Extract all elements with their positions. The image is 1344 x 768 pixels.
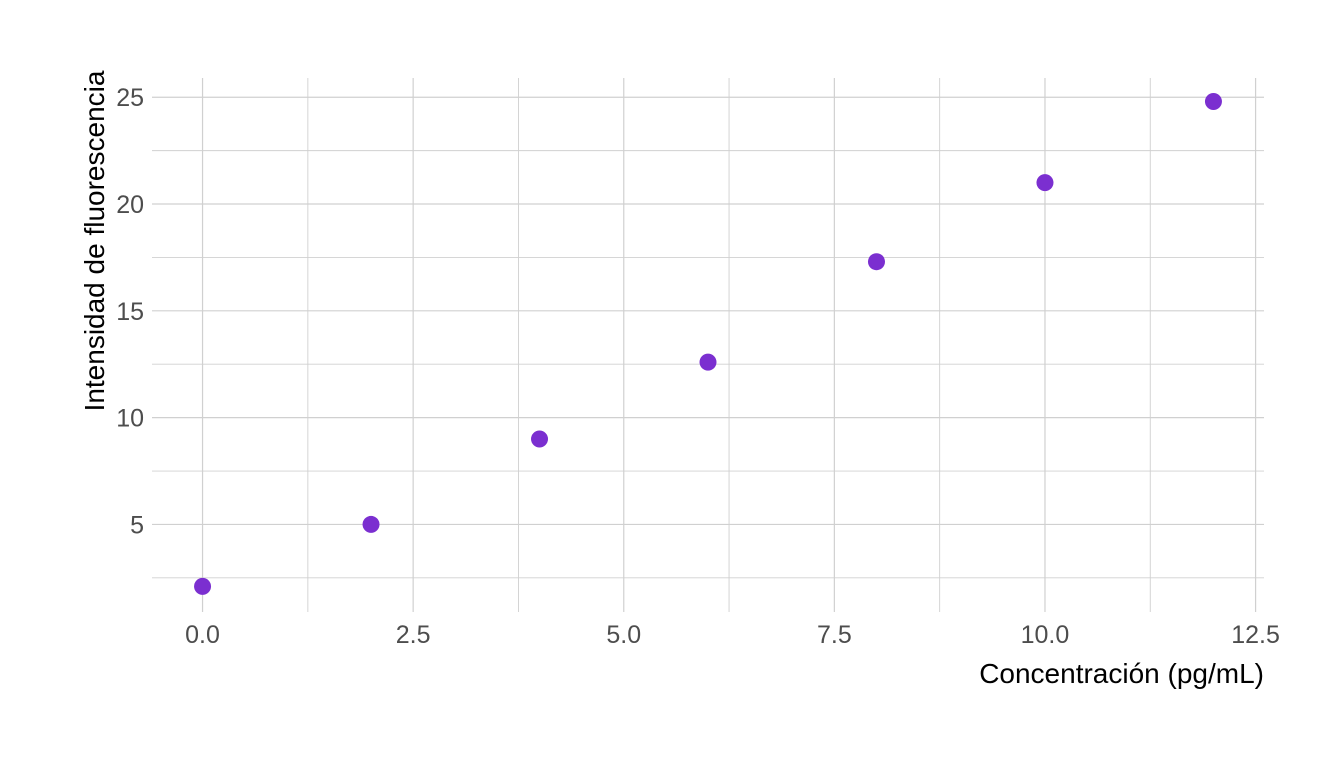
x-tick-label: 5.0	[606, 621, 641, 649]
x-tick-label: 7.5	[817, 621, 852, 649]
data-point	[531, 430, 549, 448]
y-axis-ticks: 5 10 15 20 25	[116, 84, 144, 539]
x-tick-label: 10.0	[1021, 621, 1070, 649]
y-axis-title: Intensidad de fluorescencia	[79, 70, 110, 411]
data-point	[867, 253, 885, 271]
data-point	[362, 515, 380, 533]
x-axis-ticks: 0.0 2.5 5.0 7.5 10.0 12.5	[185, 621, 1280, 649]
grid-lines	[152, 78, 1264, 612]
y-tick-label: 10	[116, 405, 144, 433]
data-point	[194, 577, 212, 595]
data-points	[194, 92, 1222, 595]
data-point	[1204, 92, 1222, 110]
data-point	[699, 353, 717, 371]
y-tick-label: 25	[116, 84, 144, 112]
x-axis-title: Concentración (pg/mL)	[979, 658, 1264, 689]
x-tick-label: 0.0	[185, 621, 220, 649]
x-tick-label: 2.5	[396, 621, 431, 649]
y-tick-label: 5	[130, 511, 144, 539]
data-point	[1036, 174, 1054, 192]
x-tick-label: 12.5	[1231, 621, 1280, 649]
y-tick-label: 20	[116, 191, 144, 219]
y-tick-label: 15	[116, 298, 144, 326]
